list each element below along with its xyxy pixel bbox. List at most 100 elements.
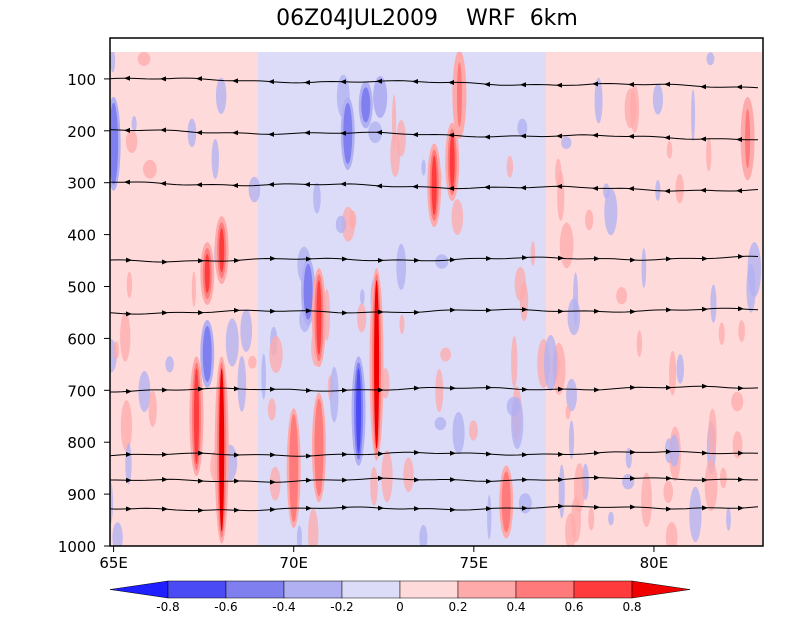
streamline-arrow [234, 307, 240, 313]
streamline [110, 255, 759, 263]
streamline-arrow [664, 81, 670, 87]
streamline [110, 307, 759, 315]
field-patch [518, 493, 532, 514]
streamline-arrow [342, 387, 348, 393]
streamline [110, 477, 758, 483]
field-anomaly-peak [193, 368, 199, 465]
streamline-arrow [736, 188, 742, 194]
streamline-arrow [198, 386, 204, 392]
streamline-arrow [414, 449, 420, 455]
y-tick-label: 1000 [58, 538, 96, 556]
streamline-arrow [628, 186, 634, 192]
field-patch [689, 486, 702, 542]
field-patch [568, 420, 575, 460]
colorbar-swatch [399, 580, 459, 599]
streamline-arrow [414, 385, 420, 391]
streamline-arrow [126, 311, 132, 317]
streamline-arrow [378, 505, 384, 511]
streamline-arrow [126, 388, 132, 394]
plot-frame [109, 37, 764, 547]
streamline-arrow [556, 183, 562, 189]
field-patch [110, 480, 114, 525]
x-tick-label: 75E [460, 554, 489, 572]
streamline-arrow [342, 504, 348, 510]
y-tick-label: 800 [67, 434, 96, 452]
streamline-arrow [196, 182, 202, 188]
streamline-arrow [702, 383, 708, 389]
field-band [545, 52, 762, 546]
colorbar: -0.8 -0.6 -0.4 -0.2 0 0.2 0.4 0.6 0.8 [109, 580, 691, 614]
streamline-arrow [486, 307, 492, 313]
streamline-arrow [232, 182, 238, 188]
streamline [110, 129, 759, 141]
streamline-arrow [558, 386, 564, 392]
streamline-arrow [412, 132, 418, 138]
field-patch [148, 390, 157, 427]
y-tick-label: 400 [67, 227, 96, 245]
colorbar-label: 0.4 [506, 600, 525, 614]
field-patch [663, 480, 673, 504]
streamline [110, 77, 759, 89]
streamline-arrow [700, 136, 706, 142]
field-patch [143, 159, 157, 179]
field-patch [706, 137, 712, 172]
streamline-arrow [342, 477, 348, 483]
streamline [110, 505, 759, 512]
streamline-arrow [702, 505, 708, 511]
streamline-arrow [450, 257, 456, 263]
streamline-arrow [304, 80, 310, 86]
field-anomaly-peak [316, 404, 322, 491]
streamline-arrow [376, 129, 382, 135]
field-anomaly-peak [377, 88, 383, 107]
field-patch [390, 131, 401, 178]
streamline-arrow [522, 255, 528, 261]
field-patch [706, 52, 715, 66]
streamline-arrow [160, 181, 166, 187]
field-patch [112, 522, 123, 546]
field-patch [126, 271, 133, 299]
field-patch [452, 411, 465, 454]
field-patch [421, 159, 426, 176]
streamline-arrow [270, 256, 276, 262]
field-patch [451, 199, 464, 236]
field-patch [370, 466, 378, 506]
streamline-arrow [630, 504, 636, 510]
streamline-arrow [592, 81, 598, 87]
streamline-arrow [594, 450, 600, 456]
streamline-arrow [738, 477, 744, 483]
streamline-arrow [486, 385, 492, 391]
colorbar-swatch [457, 580, 517, 599]
streamline-arrow [450, 450, 456, 456]
field-band [113, 52, 168, 546]
streamline-arrow [558, 503, 564, 509]
streamline-arrow [702, 477, 708, 483]
streamline-arrow [232, 78, 238, 84]
y-axis: 100 200 300 400 500 600 700 800 900 1000 [58, 71, 110, 556]
streamline-arrow [270, 507, 276, 513]
streamline-arrow [162, 259, 168, 265]
streamline-arrow [484, 134, 490, 140]
streamline-arrow [666, 307, 672, 313]
streamline-arrow [340, 79, 346, 85]
streamline-arrow [198, 507, 204, 513]
streamline-arrow [124, 75, 130, 81]
field-patch [248, 176, 261, 203]
streamline-arrow [630, 385, 636, 391]
streamline-arrow [520, 82, 526, 88]
streamline-arrow [378, 309, 384, 315]
field-patch [165, 356, 174, 373]
field-patch [434, 417, 447, 431]
field-patch [225, 318, 239, 367]
field-patch [675, 174, 684, 204]
field-patch [585, 209, 594, 231]
streamline-arrow [592, 132, 598, 138]
streamline-arrow [162, 310, 168, 316]
streamline-arrow [666, 385, 672, 391]
streamline-arrow [198, 478, 204, 484]
streamline-arrow [594, 308, 600, 314]
streamline-arrow [160, 127, 166, 133]
streamline-arrow [522, 387, 528, 393]
streamline-arrow [736, 84, 742, 90]
colorbar-label: 0.2 [448, 600, 467, 614]
streamline-arrow [522, 505, 528, 511]
